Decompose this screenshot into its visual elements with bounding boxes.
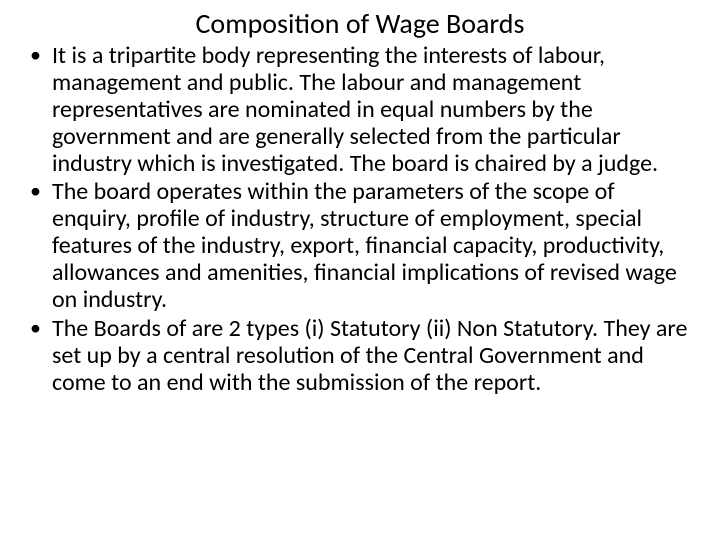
list-item: It is a tripartite body representing the…	[22, 43, 698, 177]
slide: Composition of Wage Boards It is a tripa…	[0, 0, 720, 540]
slide-title: Composition of Wage Boards	[22, 6, 698, 41]
list-item: The board operates within the parameters…	[22, 179, 698, 313]
list-item: The Boards of are 2 types (i) Statutory …	[22, 316, 698, 397]
bullet-list: It is a tripartite body representing the…	[22, 43, 698, 396]
